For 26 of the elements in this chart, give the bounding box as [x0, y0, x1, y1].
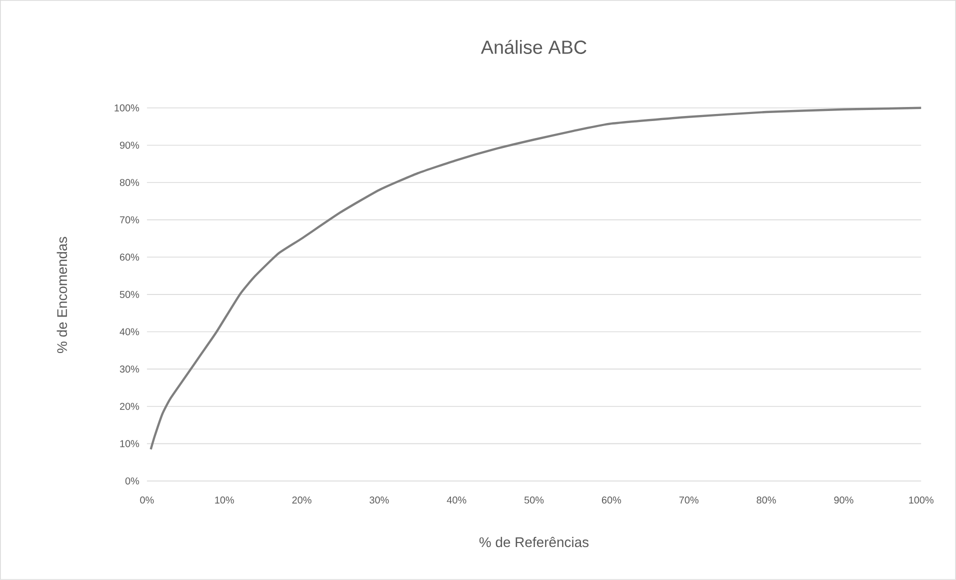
x-tick-label: 30%	[370, 496, 389, 504]
x-tick-label: 100%	[909, 496, 934, 504]
x-tick-label: 40%	[446, 496, 466, 504]
y-axis-title: % de Encomendas	[56, 236, 68, 354]
x-tick-label: 90%	[834, 496, 854, 504]
line-series	[150, 106, 922, 450]
y-tick-label: 80%	[120, 179, 140, 186]
y-tick-label: 10%	[120, 440, 140, 448]
y-tick-label: 20%	[120, 402, 140, 410]
x-tick-label: 80%	[756, 496, 776, 504]
x-tick-label: 50%	[524, 496, 544, 504]
y-tick-label: 90%	[120, 142, 140, 149]
x-axis-title: % de Referências	[479, 536, 589, 548]
y-tick-label: 0%	[125, 478, 140, 485]
x-tick-label: 70%	[679, 496, 698, 504]
y-tick-label: 40%	[120, 328, 140, 336]
y-tick-label: 70%	[120, 216, 140, 224]
y-tick-label: 30%	[120, 366, 140, 373]
y-tick-label: 50%	[120, 290, 140, 298]
y-tick-label: 100%	[114, 104, 140, 112]
chart-title: Análise ABC	[480, 40, 586, 54]
x-tick-label: 20%	[292, 496, 312, 504]
y-tick-label: 60%	[120, 254, 140, 261]
x-tick-label: 10%	[215, 496, 234, 504]
x-tick-label: 60%	[602, 496, 622, 504]
x-tick-label: 0%	[140, 496, 154, 504]
